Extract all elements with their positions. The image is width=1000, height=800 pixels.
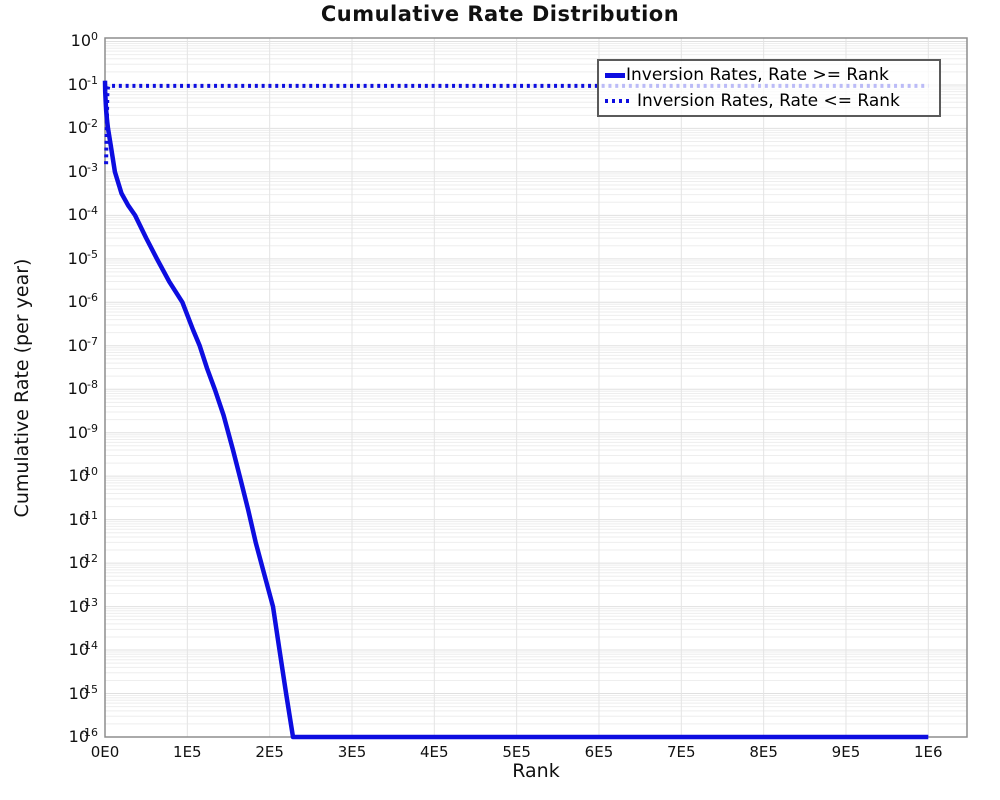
y-tick-label: 10-9 <box>67 421 98 442</box>
y-tick-label: 10-5 <box>67 247 98 268</box>
x-tick-label: 0E0 <box>90 743 120 761</box>
plot-frame <box>104 37 968 738</box>
solid-line-swatch <box>605 72 625 78</box>
y-tick-label: 10-8 <box>67 378 98 399</box>
x-tick-label: 4E5 <box>420 743 449 761</box>
legend-item-solid: Inversion Rates, Rate >= Rank <box>605 63 935 87</box>
y-tick-label: 100 <box>70 30 98 51</box>
y-tick-label: 10-2 <box>67 117 98 138</box>
legend-item-dotted: Inversion Rates, Rate <= Rank <box>605 89 935 113</box>
legend-label: Inversion Rates, Rate >= Rank <box>626 65 889 86</box>
y-tick-label: 10-11 <box>68 508 98 529</box>
series-dotted-line <box>104 83 929 165</box>
y-tick-label: 10-7 <box>67 334 98 355</box>
chart-title: Cumulative Rate Distribution <box>320 2 680 26</box>
y-tick-label: 10-6 <box>67 291 98 312</box>
y-tick-label: 10-13 <box>68 595 98 616</box>
x-tick-label: 8E5 <box>749 743 778 761</box>
x-tick-label: 3E5 <box>337 743 367 761</box>
y-tick-label: 10-12 <box>68 552 98 573</box>
y-tick-label: 10-4 <box>67 204 98 225</box>
y-tick-label: 10-3 <box>67 160 98 181</box>
y-tick-label: 10-15 <box>68 682 98 703</box>
dotted-line-swatch <box>605 98 630 103</box>
x-tick-label: 9E5 <box>831 743 861 761</box>
x-tick-label: 7E5 <box>667 743 696 761</box>
x-axis-title: Rank <box>512 760 560 782</box>
x-tick-label: 1E6 <box>914 743 943 761</box>
y-tick-label: 10-10 <box>68 465 98 486</box>
x-tick-label: 1E5 <box>173 743 202 761</box>
x-tick-label: 2E5 <box>255 743 284 761</box>
x-tick-label: 5E5 <box>502 743 531 761</box>
y-tick-label: 10-14 <box>68 639 98 660</box>
legend-label: Inversion Rates, Rate <= Rank <box>637 90 900 111</box>
x-tick-label: 6E5 <box>584 743 614 761</box>
y-tick-label: 10-16 <box>68 726 98 746</box>
series-solid-line <box>102 80 929 740</box>
y-tick-label: 10-1 <box>67 73 98 94</box>
legend: Inversion Rates, Rate >= Rank Inversion … <box>597 59 941 117</box>
